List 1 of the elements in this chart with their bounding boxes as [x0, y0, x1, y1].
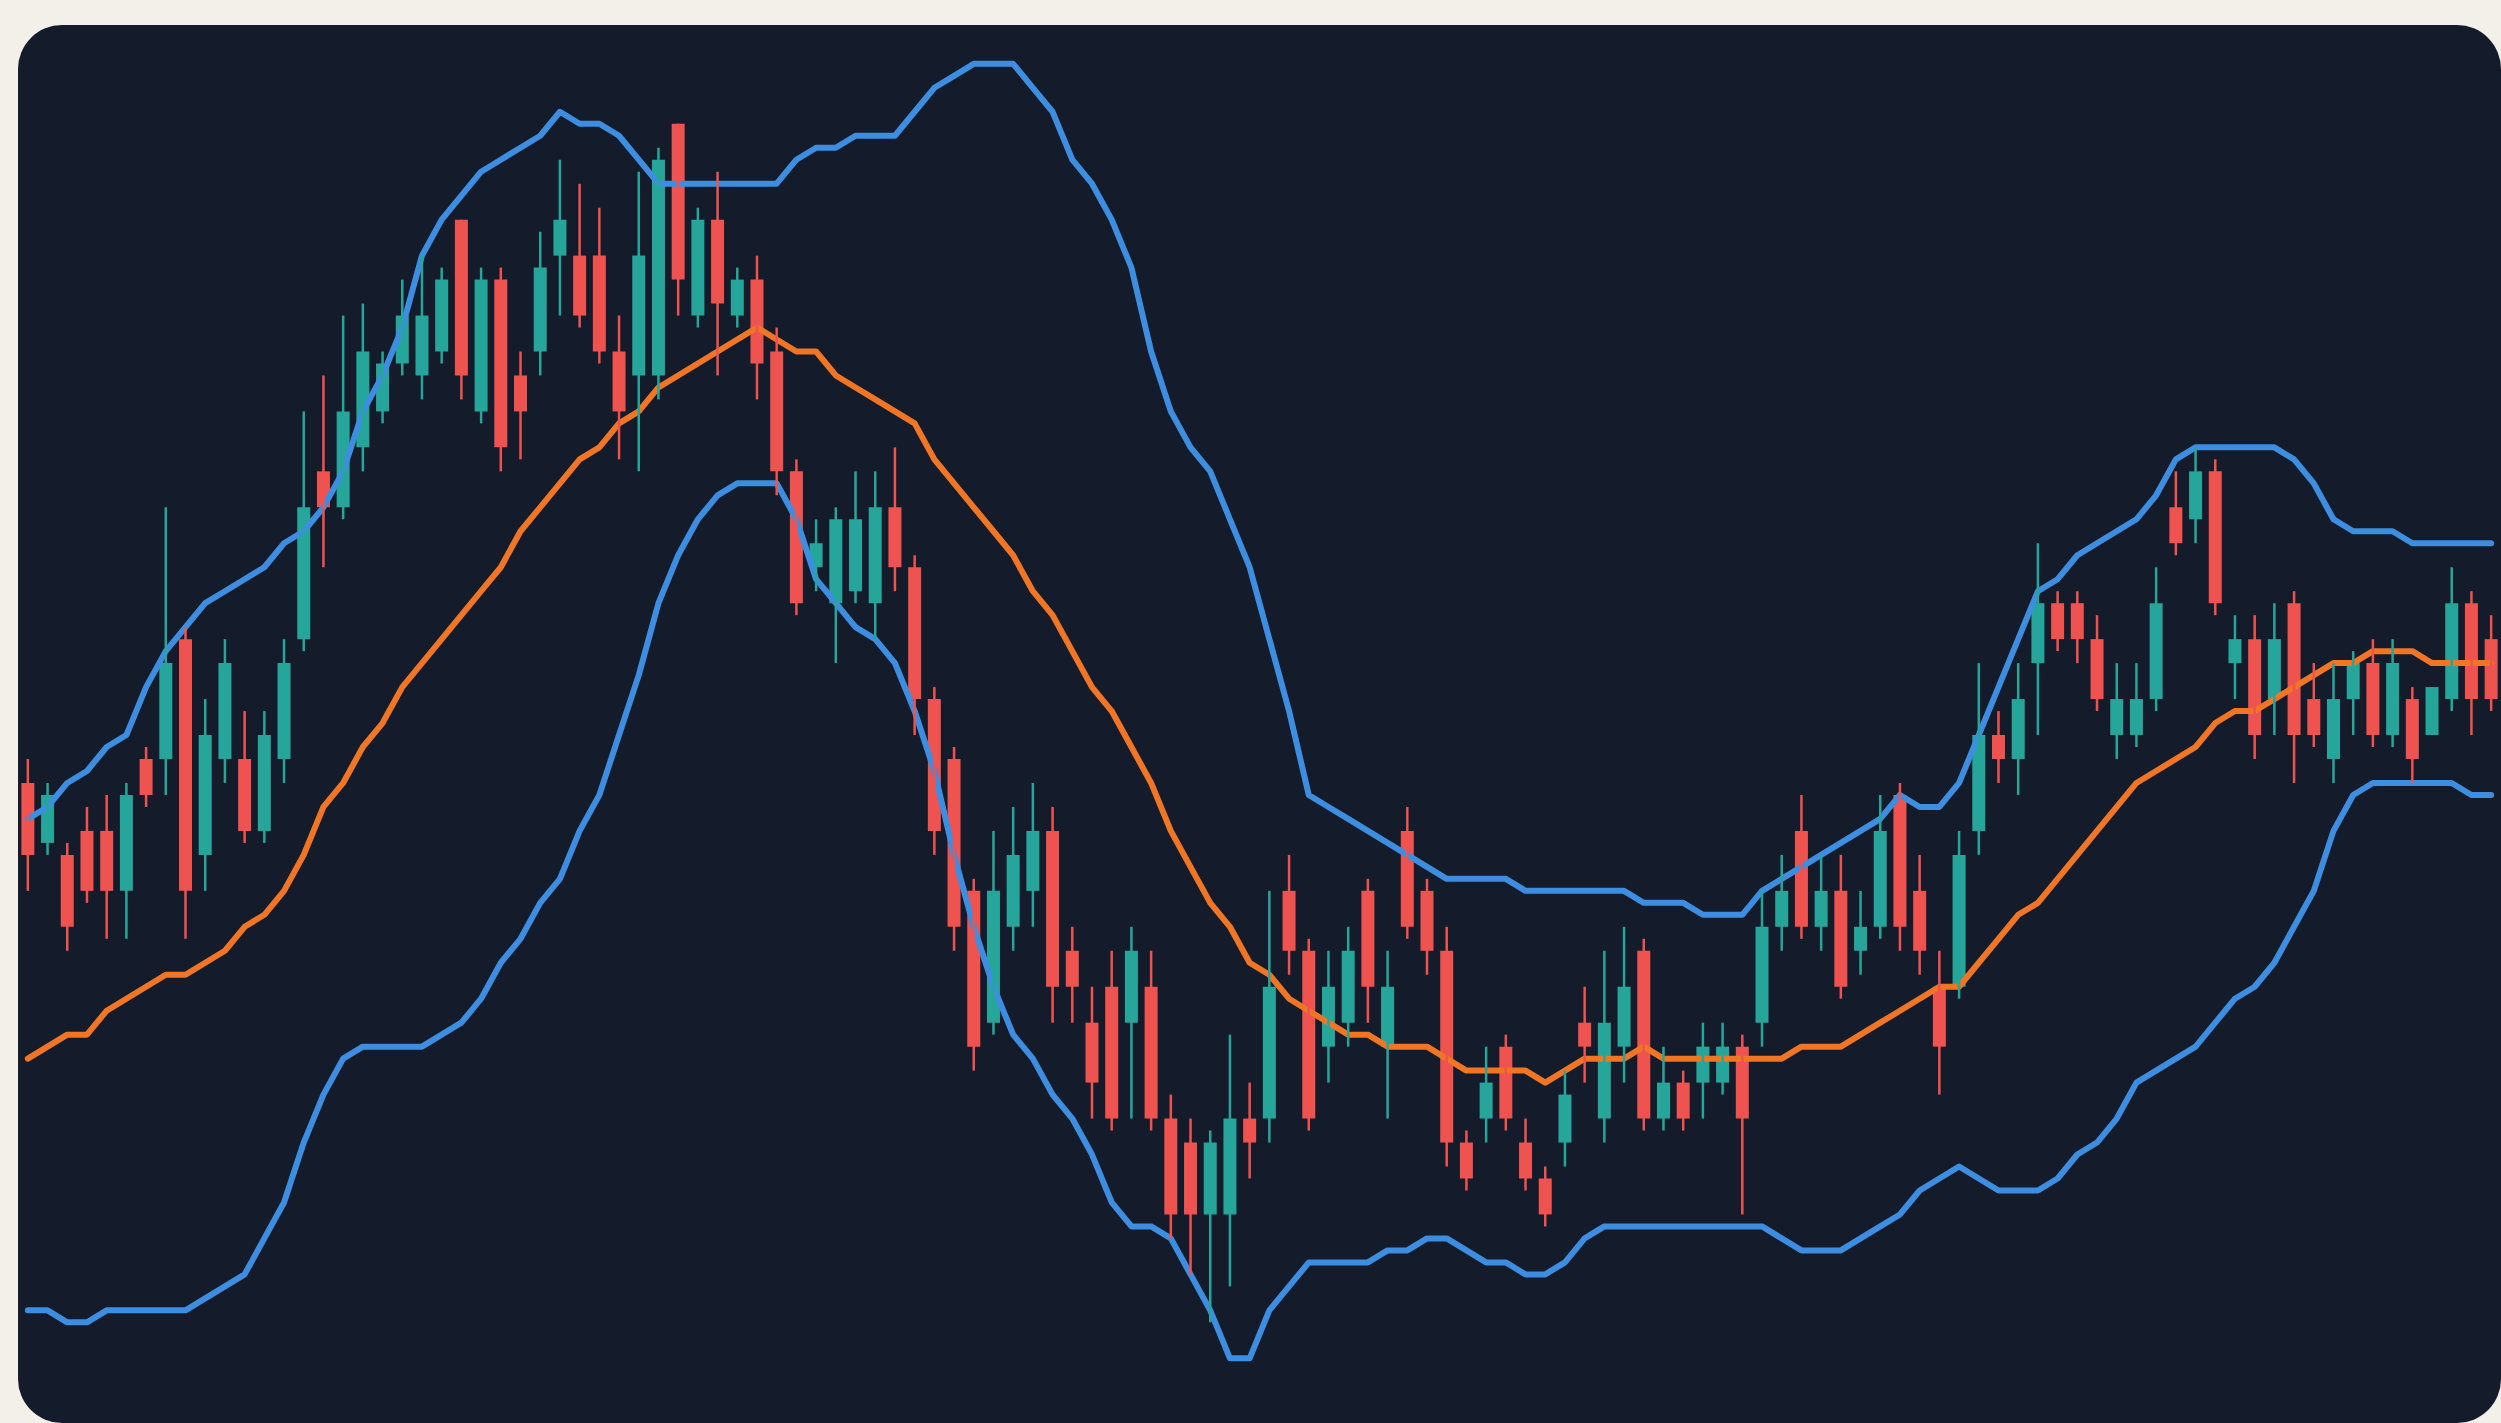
candlestick: [2425, 685, 2439, 737]
